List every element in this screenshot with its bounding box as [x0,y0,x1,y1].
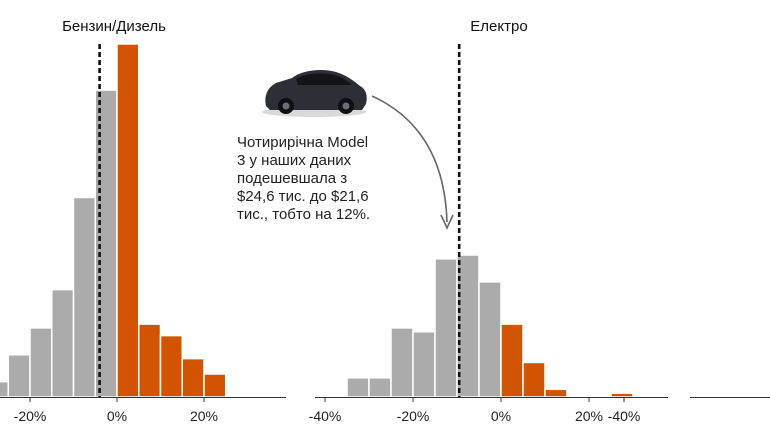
annotation-line-5: тис., тобто на 12%. [237,206,370,223]
histogram-bar [7,354,31,398]
car-hub-front [282,102,290,110]
histogram-bar [610,392,634,398]
panel-title: Бензин/Дизель [62,18,166,35]
car-icon [262,70,367,117]
x-tick-label: -20% [14,408,47,424]
car-hub-rear [342,102,350,110]
annotation-arrow [371,95,454,230]
histogram-bar [390,327,414,398]
histogram-bar [544,388,568,398]
histogram-bar [203,373,227,398]
x-tick-label: -20% [397,408,430,424]
histogram-bar [412,331,436,398]
x-tick-label: -40% [608,408,641,424]
histogram-bar [368,377,392,398]
x-tick-label: 0% [491,408,511,424]
histogram-bar [116,43,140,398]
x-tick-label: 20% [575,408,603,424]
histogram-bar [51,288,75,398]
histogram-bar [500,323,524,398]
histogram-panels: Бензин/Дизель -20% 0% 20% Електро -40% -20% 0% 2… [0,18,770,424]
annotation-line-4: $24,6 тис. до $21,6 [237,188,369,205]
panel-1: Бензин/Дизель -20% 0% 20% [0,18,286,424]
panel-3: -40% [608,397,770,424]
annotation-line-3: подешевшала з [237,170,347,187]
panel-title: Електро [470,18,527,35]
arrow-curve [371,95,448,223]
arrow-head [440,214,454,230]
histogram-bar [434,258,458,398]
histogram-bar [159,334,183,398]
histogram-bar [138,323,162,398]
panel-2: Електро -40% -20% 0% 20% [309,18,668,424]
annotation: Чотирирічна Model 3 у наших даних подеше… [237,134,370,223]
histogram-bar [72,196,96,398]
histogram-bar [522,361,546,398]
histogram-bar [478,281,502,398]
annotation-line-1: Чотирирічна Model [237,134,368,151]
annotation-line-2: 3 у наших даних [237,152,352,169]
x-tick-label: 20% [190,408,218,424]
histogram-bar [29,327,53,398]
histogram-bar [0,380,9,398]
x-tick-label: 0% [107,408,127,424]
histogram-bar [181,357,205,398]
x-tick-label: -40% [309,408,342,424]
histogram-bar [346,377,370,398]
car-window [296,73,352,85]
